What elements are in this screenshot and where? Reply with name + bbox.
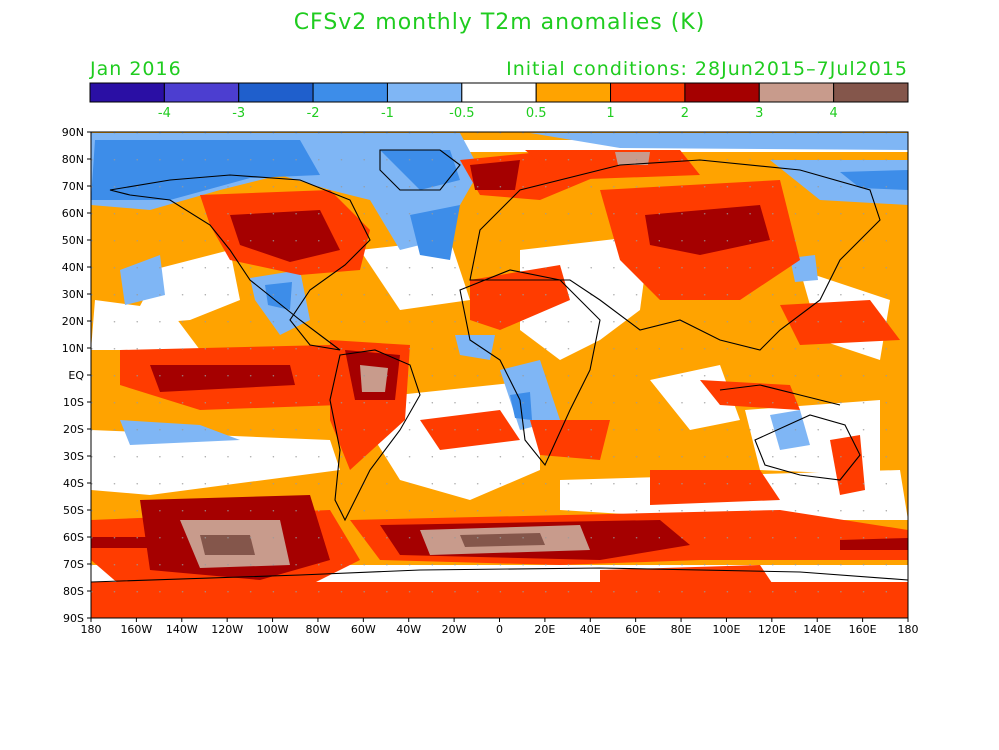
lat-label: 40N [62, 261, 84, 274]
lat-label: 20S [63, 423, 84, 436]
lat-label: 50S [63, 504, 84, 517]
lat-label: 80N [62, 153, 84, 166]
longitude-axis: 180 160W 140W 120W 100W 80W 60W 40W 20W 0 20E 40E 60… [81, 618, 919, 636]
lon-label: 80W [306, 623, 331, 636]
lon-label: 80E [671, 623, 692, 636]
lon-label: 140W [166, 623, 198, 636]
lon-label: 120E [758, 623, 786, 636]
lat-label: 50N [62, 234, 84, 247]
lon-label: 0 [496, 623, 503, 636]
lat-label: 10S [63, 396, 84, 409]
lon-label: 40E [580, 623, 601, 636]
lat-label: 60N [62, 207, 84, 220]
lon-label: 60W [351, 623, 376, 636]
lat-label: EQ [68, 369, 84, 382]
lat-label: 70N [62, 180, 84, 193]
lon-label: 120W [211, 623, 243, 636]
lon-label: 180 [898, 623, 919, 636]
lon-label: 20W [442, 623, 467, 636]
lat-label: 60S [63, 531, 84, 544]
lon-label: 140E [803, 623, 831, 636]
lat-label: 10N [62, 342, 84, 355]
grid-dots [91, 132, 908, 618]
anomaly-field [91, 132, 908, 618]
lat-label: 70S [63, 558, 84, 571]
lat-label: 80S [63, 585, 84, 598]
latitude-axis: 90N 80N 70N 60N 50N 40N 30N 20N 10N EQ 10S 20S 30S 40… [62, 126, 91, 625]
lon-label: 60E [625, 623, 646, 636]
lon-label: 100E [712, 623, 740, 636]
lat-label: 30S [63, 450, 84, 463]
lat-label: 90S [63, 612, 84, 625]
lat-label: 40S [63, 477, 84, 490]
lon-label: 40W [396, 623, 421, 636]
lon-label: 160E [849, 623, 877, 636]
lat-label: 30N [62, 288, 84, 301]
lon-label: 100W [257, 623, 289, 636]
lat-label: 90N [62, 126, 84, 139]
lon-label: 20E [534, 623, 555, 636]
lon-label: 160W [120, 623, 152, 636]
lat-label: 20N [62, 315, 84, 328]
